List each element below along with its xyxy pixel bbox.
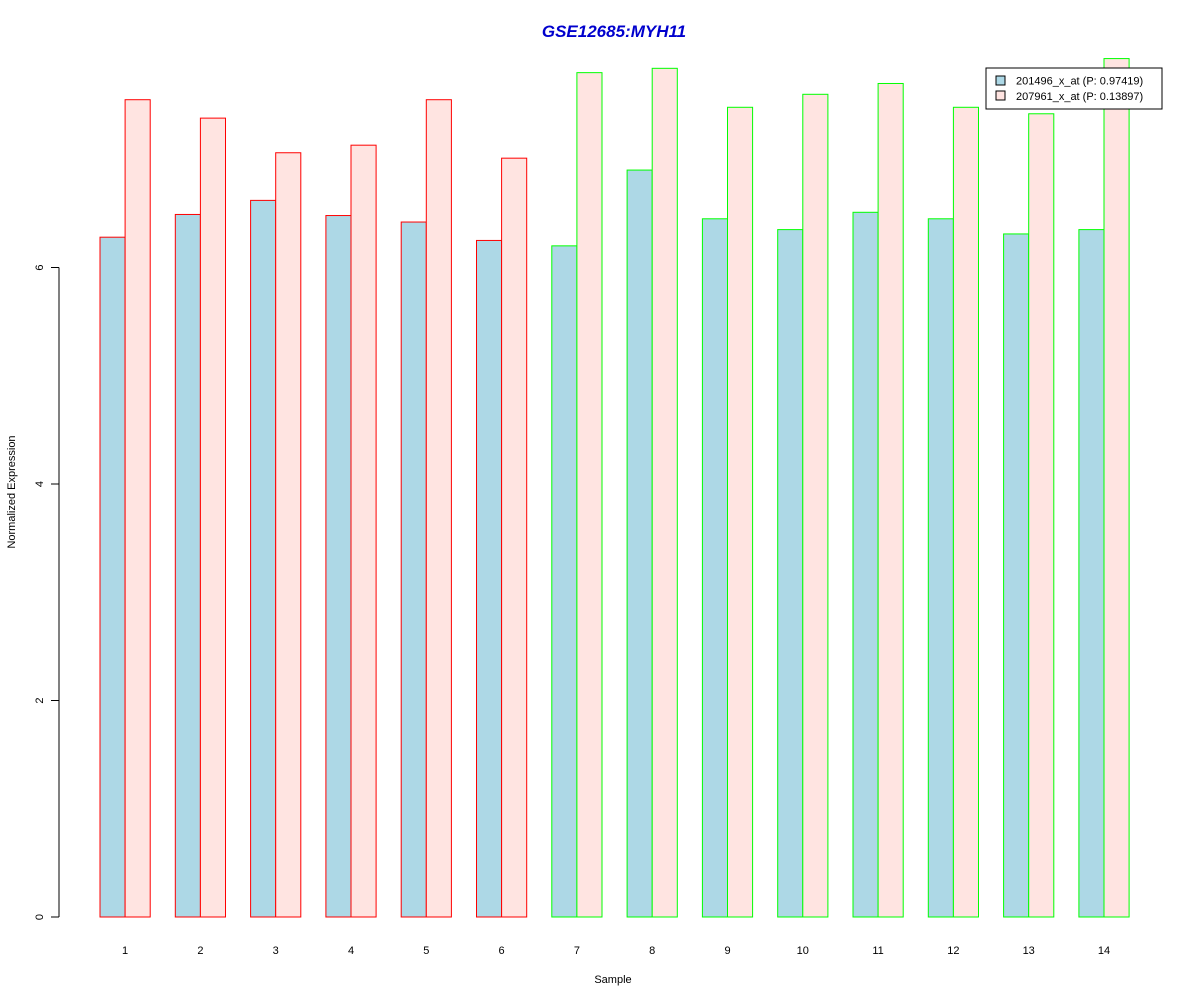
bar-sample-10-series-2 <box>802 93 829 918</box>
x-tick-label: 4 <box>348 945 354 957</box>
bar-sample-9-series-2 <box>727 106 754 918</box>
bar-sample-1-series-2 <box>124 99 151 918</box>
bar-sample-6-series-1 <box>476 239 503 918</box>
legend: 201496_x_at (P: 0.97419) 207961_x_at (P:… <box>985 67 1163 110</box>
legend-swatch-series-1 <box>995 75 1006 86</box>
y-axis-label: Normalized Expression <box>6 435 18 548</box>
chart-title: GSE12685:MYH11 <box>542 22 686 41</box>
bar-sample-13-series-2 <box>1028 113 1055 918</box>
bar-sample-13-series-1 <box>1003 233 1030 918</box>
bar-sample-8-series-2 <box>651 67 678 918</box>
bar-sample-4-series-2 <box>350 144 377 918</box>
y-tick-label: 2 <box>34 697 46 703</box>
bar-sample-4-series-1 <box>325 215 352 918</box>
x-tick-label: 7 <box>574 945 580 957</box>
bar-sample-12-series-1 <box>927 218 954 918</box>
bar-sample-11-series-1 <box>852 211 879 918</box>
legend-swatch-series-2 <box>995 90 1006 101</box>
bar-sample-9-series-1 <box>701 218 729 918</box>
x-tick-label: 9 <box>724 945 730 957</box>
bar-sample-5-series-2 <box>425 99 452 918</box>
bar-sample-14-series-1 <box>1078 229 1105 918</box>
bar-sample-10-series-1 <box>777 229 804 918</box>
bar-sample-14-series-2 <box>1103 58 1130 918</box>
legend-label-series-2: 207961_x_at (P: 0.13897) <box>1016 91 1143 103</box>
y-tick-label: 4 <box>34 481 46 487</box>
x-tick-label: 5 <box>423 945 429 957</box>
x-tick-label: 6 <box>499 945 505 957</box>
x-tick-label: 14 <box>1098 945 1110 957</box>
x-tick-label: 10 <box>797 945 809 957</box>
bar-sample-6-series-2 <box>501 157 528 918</box>
bar-sample-11-series-2 <box>877 82 904 918</box>
y-axis: 0 2 4 6 <box>34 264 60 920</box>
x-tick-label: 12 <box>947 945 959 957</box>
bar-sample-3-series-1 <box>250 199 277 918</box>
x-axis-label: Sample <box>594 974 631 986</box>
bar-sample-8-series-1 <box>626 169 653 918</box>
legend-box <box>985 67 1163 110</box>
bar-sample-2-series-2 <box>199 117 226 918</box>
x-tick-label: 8 <box>649 945 655 957</box>
bar-sample-1-series-1 <box>99 236 126 918</box>
bar-sample-7-series-2 <box>576 72 603 918</box>
x-tick-label: 11 <box>872 945 883 957</box>
y-tick-label: 6 <box>34 264 46 270</box>
x-tick-label: 1 <box>122 945 128 957</box>
legend-label-series-1: 201496_x_at (P: 0.97419) <box>1016 76 1143 88</box>
bar-sample-12-series-2 <box>952 106 980 918</box>
bars-layer <box>99 58 1130 918</box>
bar-sample-7-series-1 <box>551 245 578 918</box>
x-tick-label: 13 <box>1023 945 1035 957</box>
bar-sample-3-series-2 <box>275 152 302 918</box>
y-tick-label: 0 <box>34 914 46 920</box>
x-axis: 1 2 3 4 5 6 7 8 9 10 11 12 13 14 <box>122 945 1110 957</box>
bar-sample-2-series-1 <box>174 213 201 918</box>
x-tick-label: 2 <box>197 945 203 957</box>
x-tick-label: 3 <box>273 945 279 957</box>
bar-sample-5-series-1 <box>400 221 427 918</box>
